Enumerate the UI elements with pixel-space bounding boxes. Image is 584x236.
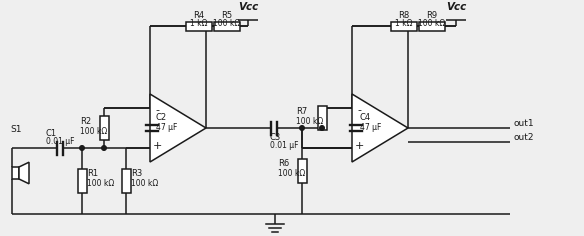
Text: 100 kΩ: 100 kΩ bbox=[213, 18, 241, 28]
Circle shape bbox=[319, 126, 324, 130]
Text: Vcc: Vcc bbox=[446, 2, 466, 12]
Text: 1 kΩ: 1 kΩ bbox=[395, 18, 413, 28]
Bar bbox=[121, 169, 130, 193]
Text: 1 kΩ: 1 kΩ bbox=[190, 18, 208, 28]
Circle shape bbox=[300, 126, 304, 130]
Bar bbox=[391, 21, 417, 30]
Text: out1: out1 bbox=[513, 119, 534, 128]
Text: R8: R8 bbox=[398, 10, 409, 20]
Text: 100 kΩ: 100 kΩ bbox=[296, 117, 324, 126]
Text: out2: out2 bbox=[513, 134, 534, 143]
Text: 100 kΩ: 100 kΩ bbox=[278, 169, 305, 178]
Bar bbox=[419, 21, 445, 30]
Text: -: - bbox=[155, 105, 159, 115]
Text: R7: R7 bbox=[296, 106, 307, 115]
Text: +: + bbox=[354, 141, 364, 151]
Text: 47 μF: 47 μF bbox=[360, 123, 381, 132]
Text: Vcc: Vcc bbox=[238, 2, 258, 12]
Text: 100 kΩ: 100 kΩ bbox=[131, 180, 158, 189]
Polygon shape bbox=[352, 94, 408, 162]
Bar bbox=[78, 169, 86, 193]
Polygon shape bbox=[150, 94, 206, 162]
Text: 100 kΩ: 100 kΩ bbox=[80, 126, 107, 135]
Text: 100 kΩ: 100 kΩ bbox=[87, 180, 114, 189]
Text: 0.01 μF: 0.01 μF bbox=[270, 142, 298, 151]
Text: R2: R2 bbox=[80, 117, 91, 126]
Text: C4: C4 bbox=[360, 114, 371, 122]
Text: +: + bbox=[152, 141, 162, 151]
Text: R9: R9 bbox=[426, 10, 437, 20]
Text: R5: R5 bbox=[221, 10, 232, 20]
Bar bbox=[318, 106, 326, 130]
Polygon shape bbox=[19, 162, 29, 184]
Bar bbox=[186, 21, 212, 30]
Text: 47 μF: 47 μF bbox=[156, 123, 178, 132]
Text: C1: C1 bbox=[46, 130, 57, 139]
Text: C2: C2 bbox=[156, 114, 167, 122]
Bar bbox=[214, 21, 240, 30]
Circle shape bbox=[102, 146, 106, 150]
Text: -: - bbox=[357, 105, 361, 115]
Text: R4: R4 bbox=[193, 10, 204, 20]
Text: 100 kΩ: 100 kΩ bbox=[418, 18, 446, 28]
Circle shape bbox=[79, 146, 84, 150]
Text: R6: R6 bbox=[278, 160, 289, 169]
Text: R1: R1 bbox=[87, 169, 98, 178]
Bar bbox=[297, 159, 307, 183]
Text: S1: S1 bbox=[10, 126, 22, 135]
Text: R3: R3 bbox=[131, 169, 142, 178]
Bar bbox=[99, 116, 109, 140]
Text: 0.01 μF: 0.01 μF bbox=[46, 138, 75, 147]
Text: C3: C3 bbox=[270, 134, 281, 143]
Bar bbox=[12, 167, 19, 179]
